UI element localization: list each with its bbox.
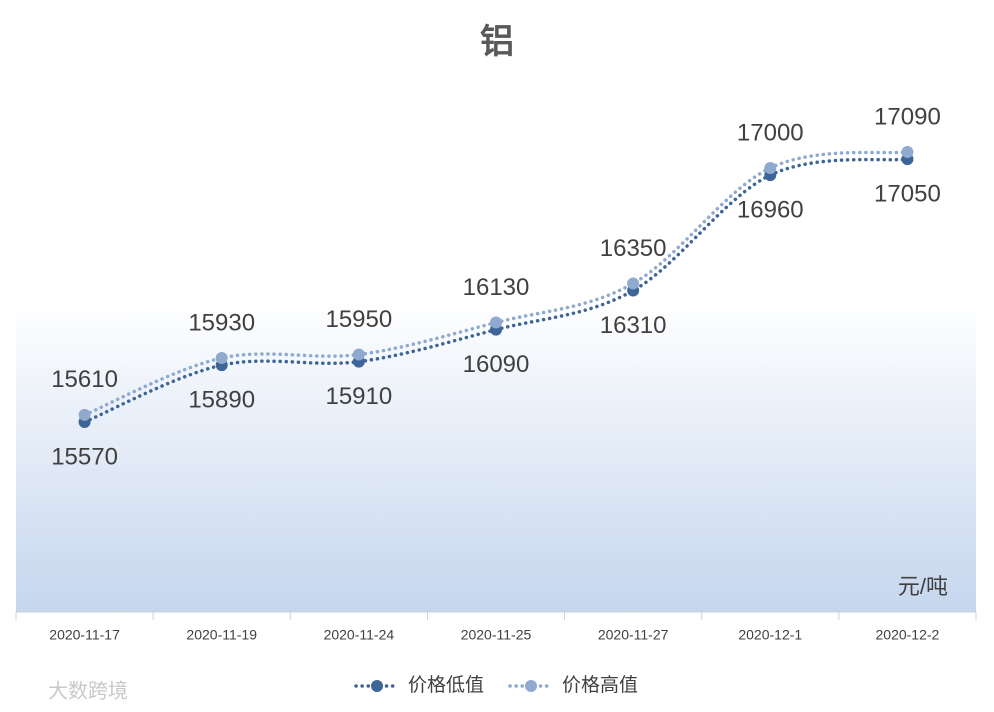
legend-marker: [371, 680, 383, 692]
legend-marker: [525, 680, 537, 692]
chart-title: 铝: [480, 23, 514, 61]
data-label: 16310: [600, 312, 667, 339]
data-label: 15930: [188, 309, 255, 336]
data-label: 15570: [51, 443, 118, 470]
x-tick-label: 2020-11-19: [186, 627, 257, 643]
data-label: 17090: [874, 103, 941, 130]
data-label: 15610: [51, 366, 118, 393]
marker: [215, 352, 228, 365]
data-label: 15910: [325, 383, 392, 410]
data-label: 16350: [600, 235, 667, 262]
legend-label: 价格高值: [562, 674, 638, 696]
x-tick-label: 2020-11-17: [49, 627, 120, 643]
data-label: 16960: [737, 196, 804, 223]
unit-label: 元/吨: [898, 574, 948, 599]
marker: [627, 277, 640, 290]
x-tick-label: 2020-11-24: [324, 627, 395, 643]
data-label: 15890: [188, 387, 255, 414]
legend-label: 价格低值: [408, 674, 484, 696]
data-label: 17050: [874, 180, 941, 207]
plot-background: [16, 300, 976, 612]
data-label: 16090: [463, 351, 530, 378]
x-tick-label: 2020-11-25: [461, 627, 532, 643]
marker: [490, 316, 502, 329]
x-tick-label: 2020-12-1: [738, 627, 802, 643]
x-tick-label: 2020-12-2: [876, 627, 940, 643]
marker: [901, 146, 914, 158]
marker: [78, 408, 91, 421]
data-label: 15950: [325, 306, 392, 333]
data-label: 17000: [737, 119, 804, 146]
data-label: 16130: [463, 274, 530, 301]
watermark: 大数跨境: [48, 679, 128, 702]
marker: [352, 348, 365, 361]
x-tick-label: 2020-11-27: [598, 627, 669, 643]
marker: [764, 161, 777, 174]
